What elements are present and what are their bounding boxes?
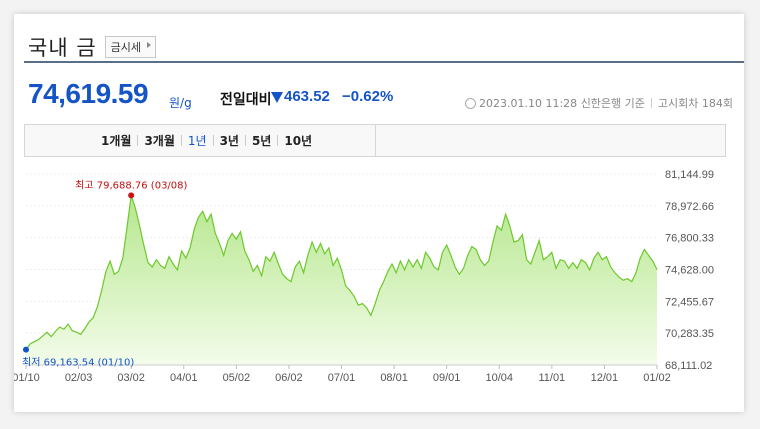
tab-separator — [180, 135, 182, 146]
timestamp: 2023.01.10 11:28 — [479, 96, 578, 110]
x-tick-label: 10/04 — [485, 372, 513, 384]
x-tick-label: 05/02 — [223, 372, 251, 384]
price-area — [26, 195, 657, 365]
x-tick-label: 04/01 — [170, 372, 198, 384]
down-triangle-icon — [271, 92, 283, 103]
tabs-divider — [375, 125, 376, 156]
x-tick-label: 12/01 — [591, 372, 619, 384]
gold-price-card: 국내 금 금시세 74,619.59 원/g 전일대비 463.52 −0.62… — [14, 14, 744, 412]
tab-period[interactable]: 1년 — [187, 134, 207, 148]
y-tick-label: 74,628.00 — [665, 265, 714, 277]
tab-separator — [137, 135, 139, 146]
badge-label: 금시세 — [110, 41, 142, 54]
high-point — [128, 192, 135, 199]
x-tick-label: 06/02 — [275, 372, 303, 384]
tab-period[interactable]: 3년 — [219, 134, 239, 148]
x-tick-label: 01/10 — [14, 372, 40, 384]
title-divider — [24, 61, 744, 63]
title-row: 국내 금 금시세 — [28, 32, 157, 62]
x-tick-label: 01/02 — [643, 372, 671, 384]
tab-period[interactable]: 10년 — [284, 134, 313, 148]
low-annotation: 최저 69,163.54 (01/10) — [22, 357, 134, 369]
page-title: 국내 금 — [28, 36, 97, 60]
price-meta: 2023.01.10 11:28 신한은행 기준 고시회차 184회 — [465, 95, 733, 111]
meta-divider — [650, 98, 652, 108]
price-change: 463.52 — [284, 88, 330, 105]
y-tick-label: 72,455.67 — [665, 296, 714, 308]
tab-period[interactable]: 5년 — [251, 134, 272, 148]
high-annotation: 최고 79,688.76 (03/08) — [75, 179, 187, 191]
chevron-right-icon — [147, 42, 152, 48]
y-tick-label: 78,972.66 — [665, 201, 714, 213]
compare-label: 전일대비 — [220, 92, 272, 108]
price-chart: 81,144.99 78,972.66 76,800.33 74,628.00 72,4… — [14, 169, 714, 384]
clock-icon — [465, 97, 476, 109]
tab-period[interactable]: 1개월 — [101, 134, 132, 148]
period-tab-list: 1개월 3개월 1년 3년 5년 10년 — [95, 125, 318, 156]
x-tick-label: 08/01 — [380, 372, 408, 384]
x-tick-label: 02/03 — [65, 372, 93, 384]
tab-separator — [212, 135, 214, 146]
low-point — [23, 346, 29, 353]
tab-separator — [244, 135, 246, 146]
price-change-pct: −0.62% — [342, 88, 394, 105]
notice-round: 고시회차 184회 — [657, 97, 733, 110]
price-unit: 원/g — [169, 96, 192, 110]
x-tick-label: 09/01 — [433, 372, 461, 384]
y-tick-label: 70,283.35 — [665, 328, 714, 340]
source: 신한은행 기준 — [580, 97, 645, 110]
current-price: 74,619.59 — [28, 78, 149, 109]
price-summary: 74,619.59 원/g 전일대비 463.52 −0.62% 2023.01… — [28, 78, 733, 118]
tab-period[interactable]: 3개월 — [144, 134, 175, 148]
y-tick-label: 68,111.02 — [665, 360, 712, 372]
y-tick-label: 76,800.33 — [665, 233, 714, 245]
period-tabs: 1개월 3개월 1년 3년 5년 10년 — [24, 124, 726, 157]
tab-separator — [277, 135, 279, 146]
x-tick-label: 11/01 — [538, 372, 565, 384]
x-tick-label: 03/02 — [117, 372, 145, 384]
x-tick-label: 07/01 — [328, 372, 356, 384]
gold-price-badge-button[interactable]: 금시세 — [104, 36, 157, 58]
y-tick-label: 81,144.99 — [665, 169, 714, 181]
